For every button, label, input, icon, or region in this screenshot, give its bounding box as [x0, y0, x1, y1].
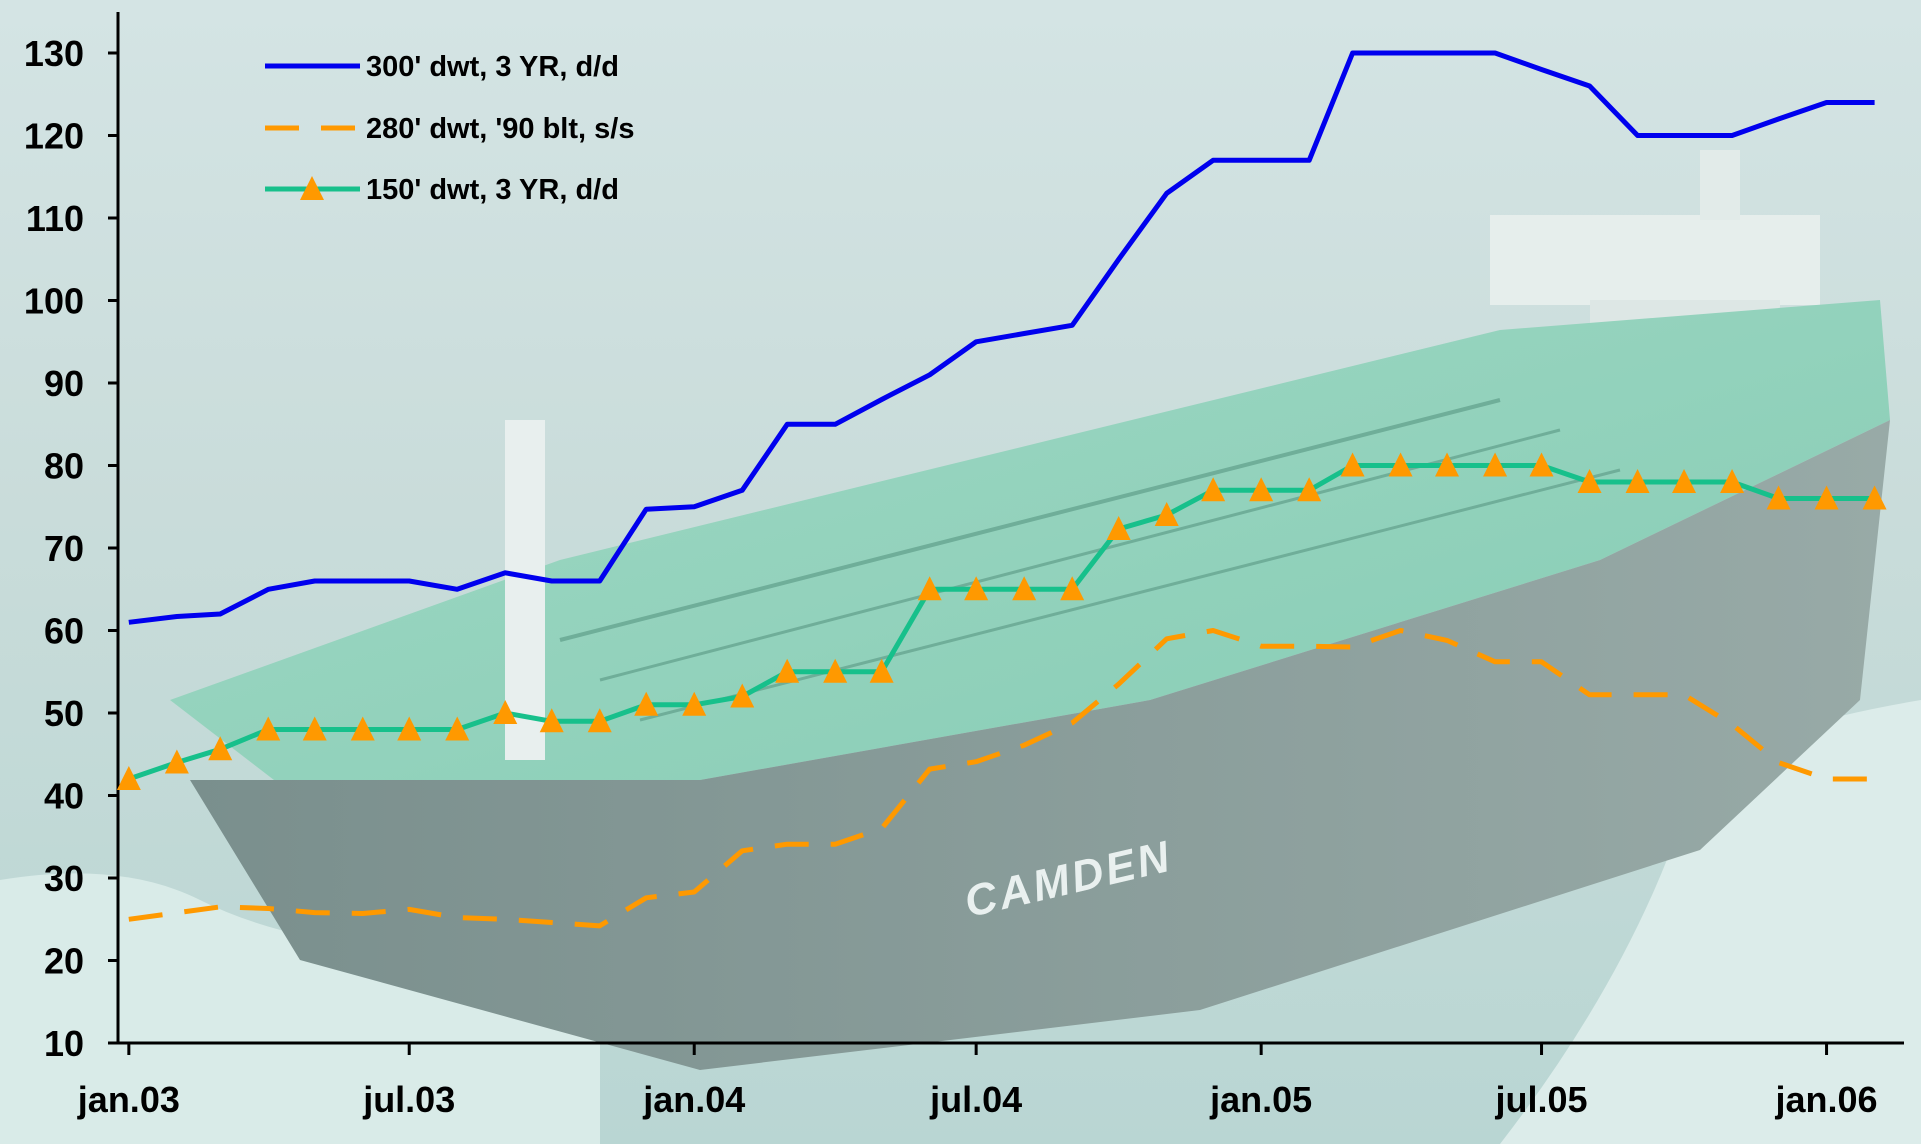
legend: 300' dwt, 3 YR, d/d 280' dwt, '90 blt, s/…	[265, 51, 634, 206]
data-point-marker	[1340, 452, 1365, 477]
data-point-marker	[350, 716, 375, 741]
data-point-marker	[1106, 516, 1131, 541]
axes: 10 20 30 40 50 60 70 80 90 100 110 120 130 jan.03 jul…	[24, 12, 1904, 1120]
x-tick-label: jul.05	[1495, 1079, 1588, 1120]
y-ticks: 10 20 30 40 50 60 70 80 90 100 110 120 130	[24, 33, 118, 1064]
y-tick-label: 20	[44, 941, 84, 982]
data-point-marker	[1249, 477, 1274, 502]
x-tick-label: jul.03	[362, 1079, 455, 1120]
x-tick-label: jan.05	[1209, 1079, 1312, 1120]
x-ticks: jan.03 jul.03 jan.04 jul.04 jan.05 jul.05 jan.…	[77, 1043, 1878, 1120]
data-point-marker	[256, 716, 281, 741]
y-tick-label: 50	[44, 693, 84, 734]
data-point-marker	[682, 691, 707, 716]
y-tick-label: 120	[24, 116, 84, 157]
data-point-marker	[302, 716, 327, 741]
data-point-marker	[493, 700, 518, 724]
y-tick-label: 30	[44, 858, 84, 899]
y-tick-label: 110	[26, 198, 84, 239]
x-tick-label: jan.06	[1775, 1079, 1878, 1120]
x-tick-label: jan.03	[77, 1079, 180, 1120]
y-tick-label: 100	[24, 281, 84, 322]
y-tick-label: 10	[44, 1023, 84, 1064]
data-point-marker	[1201, 477, 1226, 502]
legend-label-1: 300' dwt, 3 YR, d/d	[366, 51, 619, 83]
data-point-marker	[1766, 485, 1791, 510]
y-tick-label: 70	[44, 528, 84, 569]
data-point-marker	[917, 576, 942, 601]
data-point-marker	[869, 658, 894, 683]
data-point-marker	[730, 683, 755, 708]
data-point-marker	[823, 658, 848, 683]
y-tick-label: 40	[44, 776, 84, 817]
data-point-marker	[775, 658, 800, 683]
data-point-marker	[1577, 469, 1602, 493]
legend-label-2: 280' dwt, '90 blt, s/s	[366, 113, 634, 145]
series-line-1	[128, 50, 1875, 625]
data-point-marker	[1483, 452, 1508, 477]
data-point-marker	[1435, 452, 1460, 477]
series-line-2	[128, 628, 1875, 929]
data-point-marker	[116, 766, 141, 790]
data-point-marker	[445, 716, 470, 741]
x-tick-label: jul.04	[929, 1079, 1022, 1120]
series-layer	[116, 50, 1887, 929]
data-point-marker	[634, 691, 659, 716]
y-tick-label: 130	[24, 33, 84, 74]
data-point-marker	[1720, 469, 1745, 493]
legend-marker	[300, 176, 324, 200]
legend-label-3: 150' dwt, 3 YR, d/d	[366, 174, 619, 206]
data-point-marker	[1060, 576, 1085, 601]
data-point-marker	[1012, 576, 1037, 601]
data-point-marker	[1625, 469, 1650, 493]
series-line-3	[127, 463, 1875, 782]
data-point-marker	[1297, 477, 1322, 502]
data-point-marker	[1814, 485, 1839, 510]
data-point-marker	[397, 716, 422, 741]
y-tick-label: 60	[44, 611, 84, 652]
data-point-marker	[1862, 485, 1887, 510]
data-point-marker	[1388, 452, 1413, 477]
x-tick-label: jan.04	[642, 1079, 745, 1120]
data-point-marker	[1154, 502, 1179, 526]
data-point-marker	[208, 736, 233, 761]
y-tick-label: 90	[44, 363, 84, 404]
data-point-marker	[964, 576, 989, 601]
data-point-marker	[1529, 452, 1554, 477]
data-point-marker	[587, 708, 612, 733]
y-tick-label: 80	[44, 446, 84, 487]
data-point-marker	[164, 749, 189, 774]
data-point-marker	[1672, 469, 1697, 493]
data-point-marker	[539, 708, 564, 733]
